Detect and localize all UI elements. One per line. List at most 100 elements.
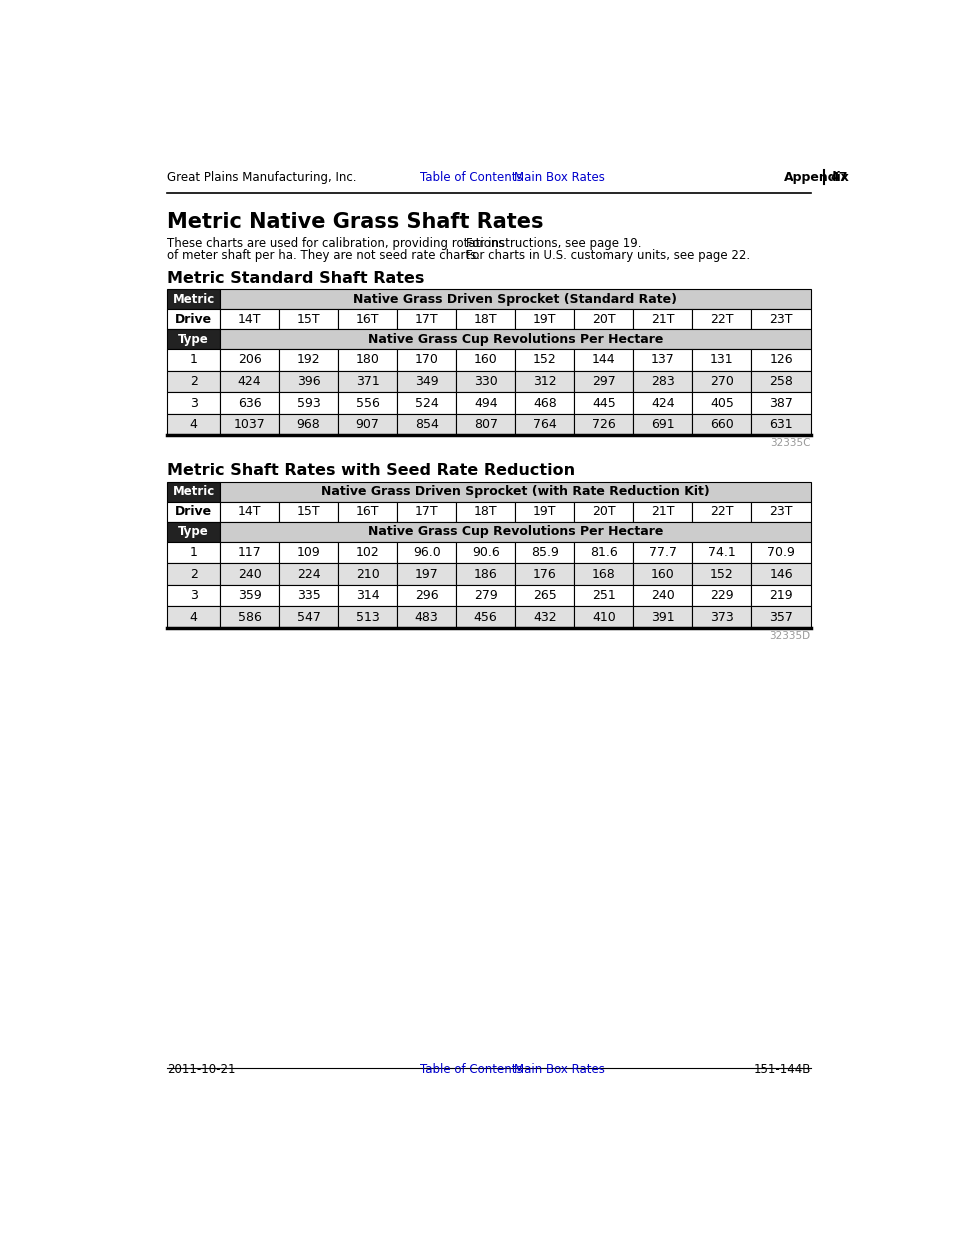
Bar [396,606,456,627]
Text: 432: 432 [533,610,556,624]
Bar [220,393,279,414]
Text: 1037: 1037 [233,419,265,431]
Bar [279,414,337,436]
Text: Type: Type [178,525,209,538]
Text: 240: 240 [650,589,674,603]
Text: 146: 146 [768,568,792,580]
Text: 359: 359 [237,589,261,603]
Bar [220,350,279,370]
Text: 229: 229 [709,589,733,603]
Bar [751,606,810,627]
Text: 109: 109 [296,546,320,559]
Text: 14T: 14T [237,312,261,326]
Bar [396,501,456,521]
Bar [751,370,810,393]
Bar [574,414,633,436]
Text: Main Box Rates: Main Box Rates [514,1063,605,1076]
Text: 547: 547 [296,610,320,624]
Bar [692,501,751,521]
Text: 335: 335 [296,589,320,603]
Text: 160: 160 [474,353,497,367]
Text: 16T: 16T [355,312,379,326]
Text: 586: 586 [237,610,261,624]
Text: 22T: 22T [709,505,733,519]
Bar [515,542,574,563]
Bar [279,350,337,370]
Text: 23T: 23T [768,505,792,519]
Text: Metric: Metric [172,293,214,305]
Bar [574,309,633,330]
Bar [167,501,220,521]
Text: 251: 251 [592,589,615,603]
Text: 764: 764 [533,419,557,431]
Bar [167,414,220,436]
Text: 16T: 16T [355,505,379,519]
Text: Native Grass Driven Sprocket (Standard Rate): Native Grass Driven Sprocket (Standard R… [353,293,677,305]
Text: 524: 524 [415,396,438,410]
Bar [337,370,396,393]
Bar [396,393,456,414]
Text: 192: 192 [296,353,320,367]
Bar [633,563,692,585]
Text: 21T: 21T [651,505,674,519]
Text: 180: 180 [355,353,379,367]
Text: 102: 102 [355,546,379,559]
Bar [515,309,574,330]
Text: 556: 556 [355,396,379,410]
Text: Metric: Metric [172,485,214,498]
Bar [633,542,692,563]
Text: 387: 387 [768,396,792,410]
Text: 2: 2 [190,568,197,580]
Bar [751,501,810,521]
Text: 968: 968 [296,419,320,431]
Text: Drive: Drive [175,312,212,326]
Text: 3: 3 [190,589,197,603]
Text: 907: 907 [355,419,379,431]
Text: Metric Standard Shaft Rates: Metric Standard Shaft Rates [167,270,424,285]
Bar [515,414,574,436]
Text: 593: 593 [296,396,320,410]
Text: Type: Type [178,332,209,346]
Text: 85.9: 85.9 [530,546,558,559]
Bar [167,309,220,330]
Bar [515,585,574,606]
Text: 81.6: 81.6 [589,546,618,559]
Text: 357: 357 [768,610,792,624]
Bar [574,585,633,606]
Bar [692,393,751,414]
Text: 19T: 19T [533,505,556,519]
Bar [633,585,692,606]
Bar [220,606,279,627]
Bar [692,606,751,627]
Text: 660: 660 [709,419,733,431]
Bar [692,350,751,370]
Text: 32335D: 32335D [769,631,810,641]
Text: 17T: 17T [415,505,438,519]
Text: 297: 297 [592,375,615,388]
Text: 22T: 22T [709,312,733,326]
Text: 2011-10-21: 2011-10-21 [167,1063,235,1076]
Text: 314: 314 [355,589,379,603]
Text: 456: 456 [474,610,497,624]
Text: 151-144B: 151-144B [752,1063,810,1076]
Bar [337,501,396,521]
Bar [633,370,692,393]
Text: 4: 4 [190,610,197,624]
Bar [167,521,220,542]
Bar [633,414,692,436]
Text: 2: 2 [190,375,197,388]
Bar [167,585,220,606]
Bar [220,289,810,309]
Bar [515,606,574,627]
Bar [692,563,751,585]
Bar [692,414,751,436]
Text: Appendix: Appendix [783,172,849,184]
Bar [396,370,456,393]
Text: 330: 330 [474,375,497,388]
Text: 77.7: 77.7 [648,546,677,559]
Text: 117: 117 [237,546,261,559]
Bar [456,542,515,563]
Bar [279,309,337,330]
Text: 224: 224 [296,568,320,580]
Text: 20T: 20T [592,312,615,326]
